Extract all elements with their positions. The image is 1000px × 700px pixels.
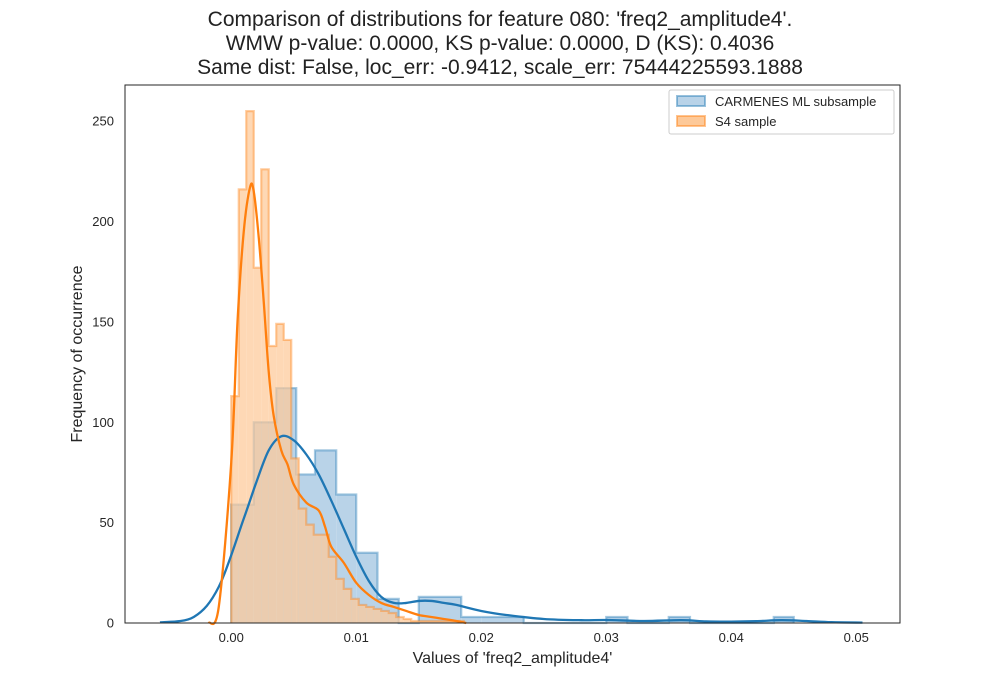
hist-bar-s4 [246, 111, 254, 623]
hist-bar-s4 [351, 598, 359, 623]
legend-label-carmenes: CARMENES ML subsample [715, 94, 876, 109]
hist-bar-s4 [448, 620, 457, 623]
hist-bar-s4 [328, 556, 337, 623]
legend-label-s4: S4 sample [715, 114, 776, 129]
hist-bar-s4 [343, 588, 352, 623]
kde-line-s4 [207, 182, 467, 626]
histograms [230, 109, 795, 625]
hist-bar-s4 [231, 396, 239, 623]
kde-curves [159, 182, 863, 626]
x-tick-label: 0.00 [219, 630, 244, 645]
title-line-1: Comparison of distributions for feature … [207, 8, 793, 31]
x-tick-label: 0.03 [594, 630, 619, 645]
hist-bar-s4 [403, 618, 412, 623]
legend-swatch-s4 [676, 115, 706, 127]
x-tick-label: 0.02 [469, 630, 494, 645]
legend-box [668, 89, 895, 135]
y-tick-label: 100 [92, 415, 114, 430]
hist-bar-s4 [238, 189, 247, 623]
y-axis-ticks: 0 50 100 150 200 250 [92, 114, 114, 631]
hist-bar-carmenes [481, 616, 503, 623]
hist-bar-s4 [441, 620, 449, 623]
title-line-3: Same dist: False, loc_err: -0.9412, scal… [197, 56, 803, 79]
legend-swatch-carmenes [676, 95, 706, 107]
x-axis-label: Values of 'freq2_amplitude4' [413, 650, 613, 667]
hist-bar-s4 [426, 620, 434, 623]
plot-frame [124, 84, 901, 624]
hist-bar-s4 [373, 608, 382, 623]
y-tick-label: 250 [92, 114, 114, 129]
hist-bar-s4 [396, 616, 404, 623]
y-tick-label: 200 [92, 214, 114, 229]
y-tick-label: 0 [107, 616, 114, 631]
hist-bar-s4 [306, 524, 314, 623]
hist-bar-s4 [291, 458, 299, 623]
hist-bar-carmenes [502, 616, 524, 623]
hist-bar-s4 [261, 169, 269, 624]
chart-title: Comparison of distributions for feature … [0, 8, 1000, 80]
hist-bar-s4 [411, 620, 419, 623]
kde-line-carmenes [159, 434, 863, 624]
hist-bar-s4 [433, 620, 442, 623]
hist-bar-s4 [388, 612, 397, 623]
hist-bar-s4 [321, 534, 329, 623]
hist-bar-s4 [276, 323, 284, 623]
x-tick-label: 0.01 [344, 630, 369, 645]
hist-bar-s4 [298, 508, 307, 623]
hist-bar-s4 [358, 604, 367, 623]
y-tick-label: 150 [92, 314, 114, 329]
hist-bar-s4 [268, 345, 277, 623]
hist-bar-carmenes [461, 616, 482, 623]
hist-bar-s4 [366, 606, 374, 623]
title-line-2: WMW p-value: 0.0000, KS p-value: 0.0000,… [225, 32, 775, 55]
hist-bar-s4 [336, 578, 344, 623]
x-tick-label: 0.05 [844, 630, 869, 645]
hist-outline-s4 [230, 109, 465, 623]
hist-bar-s4 [253, 267, 262, 623]
hist-bar-s4 [283, 339, 292, 623]
hist-bar-s4 [381, 610, 389, 623]
x-tick-label: 0.04 [719, 630, 744, 645]
y-tick-label: 50 [100, 515, 114, 530]
hist-bar-s4 [418, 620, 427, 623]
hist-bar-s4 [313, 534, 322, 623]
y-axis-label: Frequency of occurrence [69, 265, 86, 442]
x-axis-ticks: 0.00 0.01 0.02 0.03 0.04 0.05 [219, 630, 869, 645]
legend[interactable]: CARMENES ML subsample S4 sample [668, 89, 895, 135]
